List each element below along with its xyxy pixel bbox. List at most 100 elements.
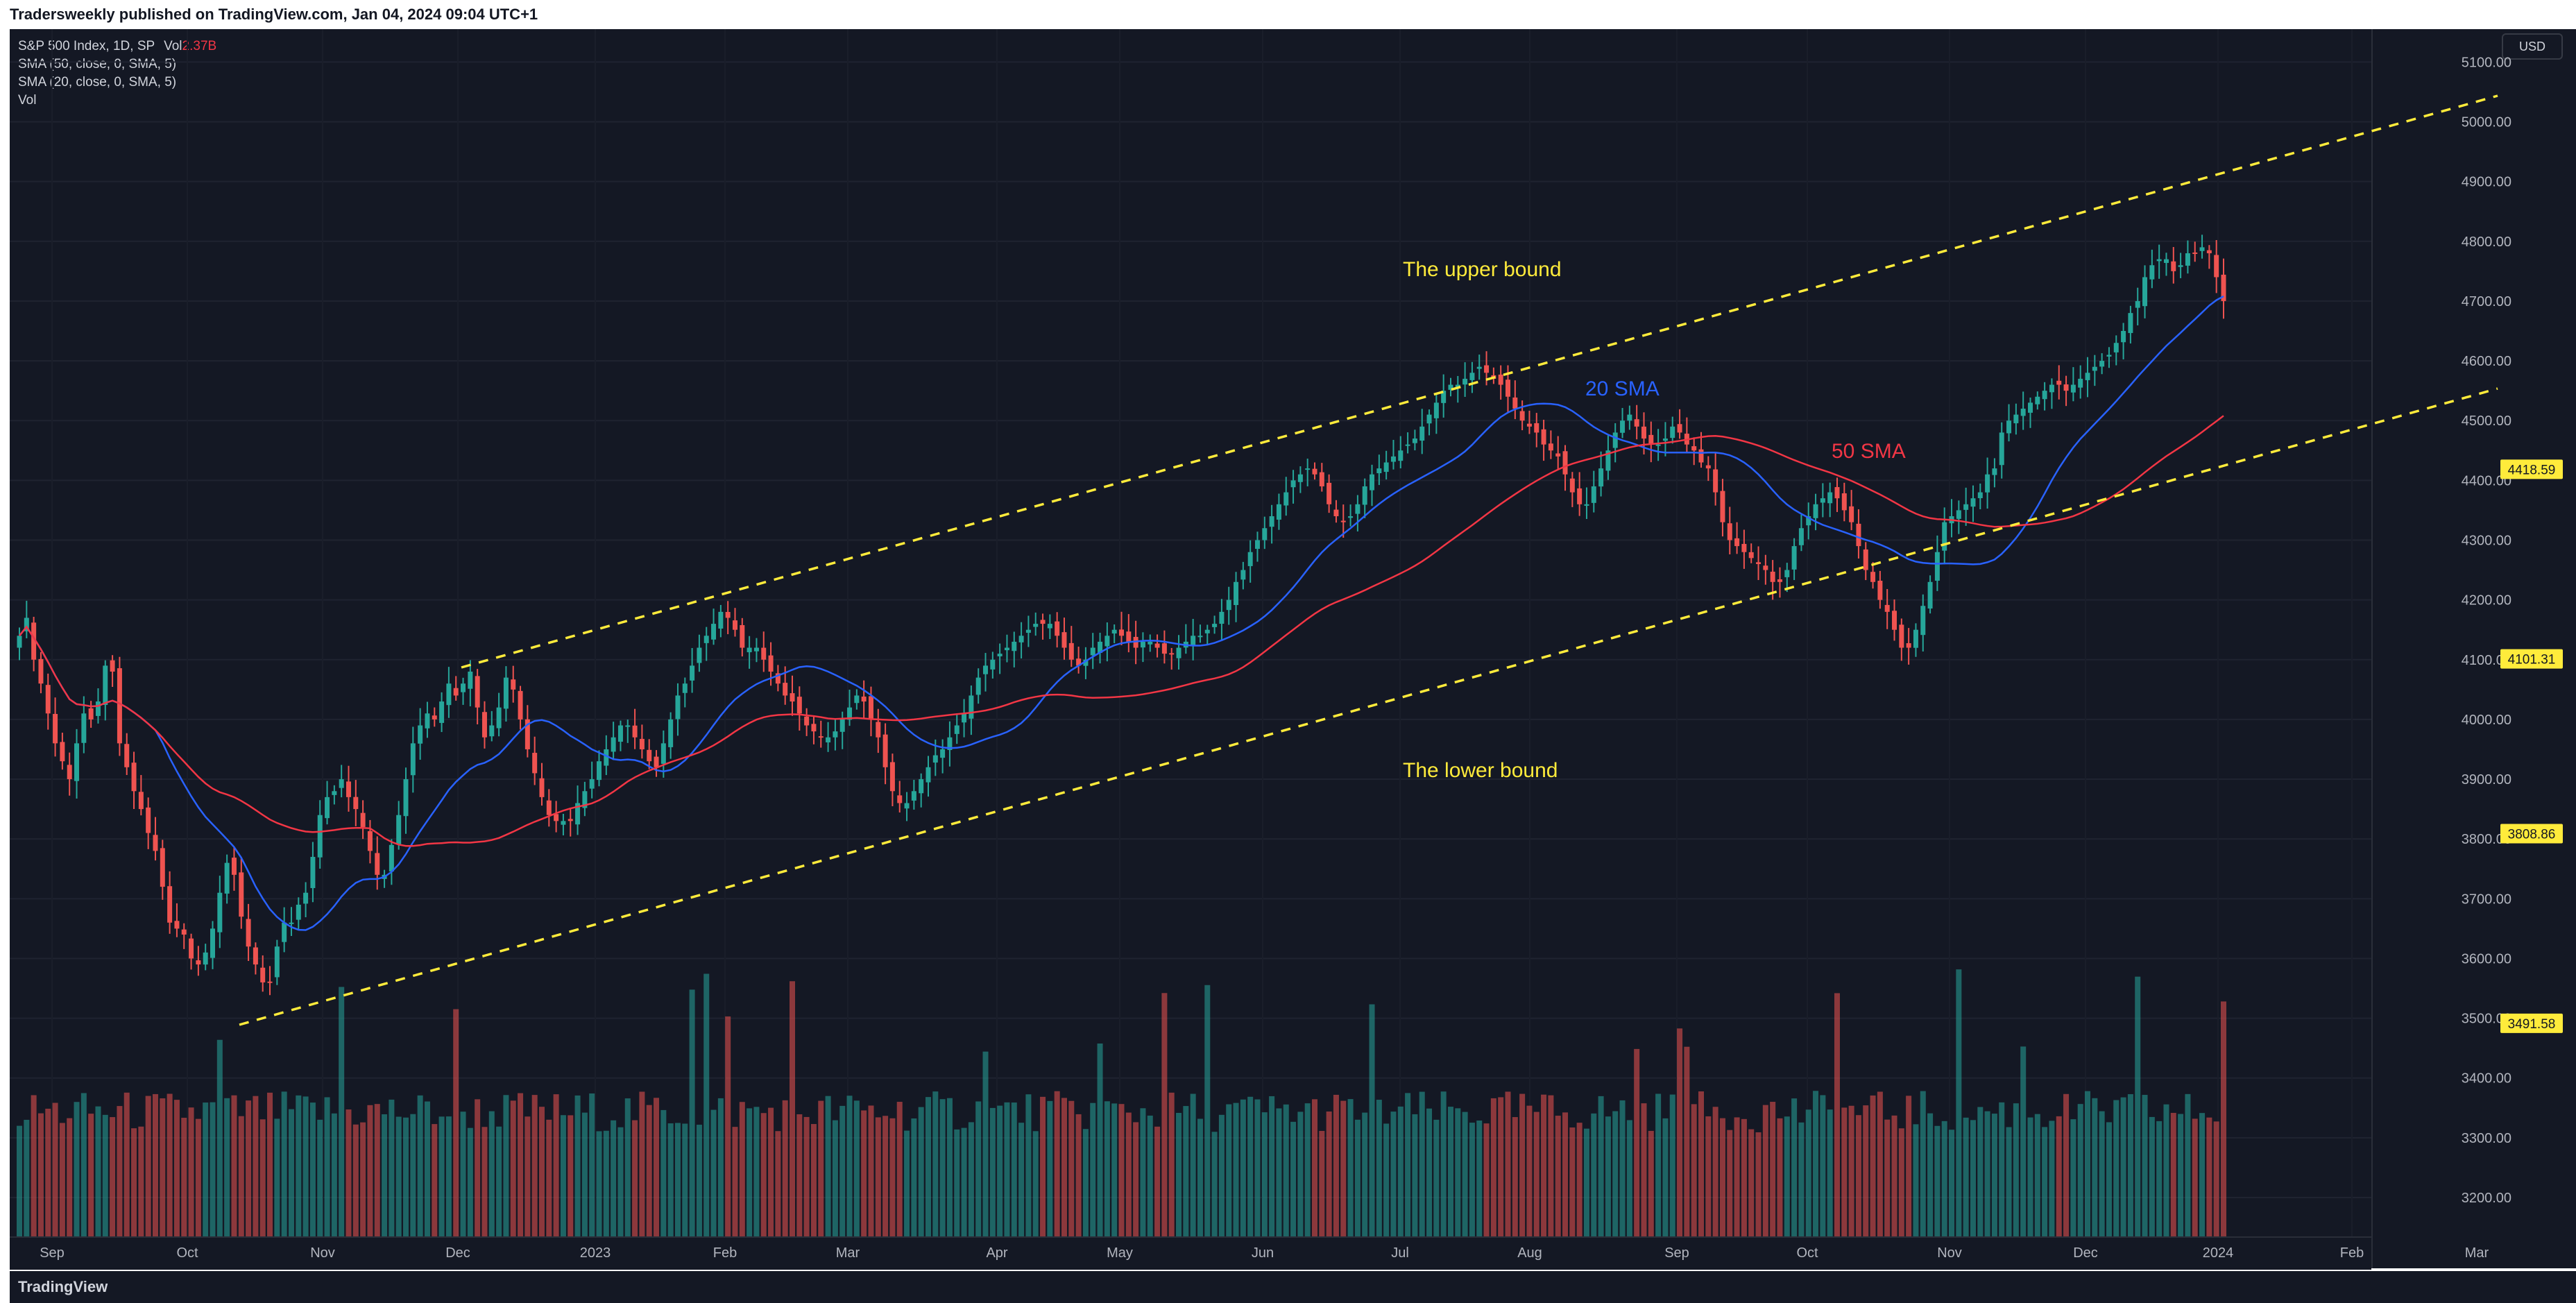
candle-body xyxy=(1620,420,1626,433)
volume-bar xyxy=(911,1118,917,1236)
candle-body xyxy=(1419,426,1425,441)
candle-body xyxy=(546,800,552,815)
volume-bar xyxy=(1211,1132,1218,1236)
volume-bar xyxy=(274,1118,280,1236)
volume-bar xyxy=(2206,1117,2212,1236)
candle-body xyxy=(524,719,530,749)
volume-bar xyxy=(1047,1100,1053,1236)
volume-bar xyxy=(1204,985,1211,1236)
candle-body xyxy=(932,755,938,763)
candle-body xyxy=(31,622,37,660)
candle-body xyxy=(81,713,87,743)
candle-body xyxy=(1655,444,1661,446)
volume-bar xyxy=(253,1096,259,1236)
candle-body xyxy=(660,743,666,764)
candle-body xyxy=(167,886,173,923)
currency-badge[interactable]: USD xyxy=(2502,33,2563,60)
x-tick-label: Jul xyxy=(1391,1245,1409,1261)
candle-body xyxy=(1104,636,1110,647)
volume-bar xyxy=(123,1092,130,1236)
candle-body xyxy=(1970,498,1976,507)
y-tick-label: 4000.00 xyxy=(2462,713,2511,728)
volume-bar xyxy=(195,1118,201,1236)
candle-body xyxy=(1863,549,1868,570)
candle-body xyxy=(1734,538,1740,547)
volume-bar xyxy=(1426,1108,1433,1236)
candle-body xyxy=(367,831,373,851)
volume-bar xyxy=(1619,1100,1626,1236)
volume-bar xyxy=(1719,1118,1725,1236)
price-axis[interactable] xyxy=(2371,29,2576,1268)
candle-body xyxy=(2042,391,2047,400)
volume-bar xyxy=(1247,1096,1254,1236)
chart-panel[interactable] xyxy=(10,29,2371,1268)
candle-body xyxy=(74,743,80,781)
volume-bar xyxy=(882,1116,889,1236)
candle-body xyxy=(1390,456,1396,462)
volume-bar xyxy=(674,1123,681,1236)
volume-bar xyxy=(1040,1096,1046,1236)
volume-bar xyxy=(1412,1114,1418,1236)
volume-bar xyxy=(2056,1116,2062,1236)
volume-bar xyxy=(1884,1119,1891,1236)
publish-line: Tradersweekly published on TradingView.c… xyxy=(10,6,538,23)
candle-body xyxy=(2149,265,2155,280)
candle-body xyxy=(1977,492,1983,498)
volume-bar xyxy=(810,1124,817,1236)
candle-body xyxy=(2221,274,2226,301)
volume-bar xyxy=(1240,1099,1246,1236)
volume-bar xyxy=(1791,1098,1798,1236)
candle-body xyxy=(1505,380,1511,397)
volume-bar xyxy=(1061,1098,1067,1236)
candle-body xyxy=(2214,255,2219,278)
volume-bar xyxy=(2020,1046,2027,1236)
y-tick-label: 4200.00 xyxy=(2462,593,2511,608)
candle-body xyxy=(990,659,996,670)
volume-bar xyxy=(1476,1121,1483,1236)
volume-bar xyxy=(1383,1123,1390,1236)
candle-body xyxy=(2006,420,2012,434)
volume-bar xyxy=(1734,1117,1740,1236)
volume-bar xyxy=(1469,1123,1475,1236)
x-tick-label: Apr xyxy=(986,1245,1007,1261)
volume-bar xyxy=(846,1096,853,1236)
volume-bar xyxy=(546,1119,552,1236)
x-tick-label: Sep xyxy=(1664,1245,1689,1261)
volume-bar xyxy=(1104,1101,1110,1236)
volume-bar xyxy=(1762,1105,1768,1236)
x-tick-label: Feb xyxy=(2340,1245,2364,1261)
candle-body xyxy=(868,696,873,719)
candle-body xyxy=(1176,647,1182,658)
candle-body xyxy=(253,947,258,965)
candle-body xyxy=(1763,565,1768,570)
candle-body xyxy=(1498,374,1503,385)
candle-body xyxy=(174,921,180,929)
candle-body xyxy=(1519,411,1525,421)
volume-bar xyxy=(324,1097,330,1236)
volume-bar xyxy=(1741,1118,1747,1236)
x-tick-label: May xyxy=(1107,1245,1133,1261)
time-axis[interactable] xyxy=(10,1236,2371,1270)
volume-bar xyxy=(2034,1114,2040,1236)
candle-body xyxy=(876,722,881,738)
candle-body xyxy=(131,763,137,792)
volume-bar xyxy=(1082,1129,1089,1236)
volume-bar xyxy=(732,1127,738,1236)
candle-body xyxy=(1119,629,1124,636)
volume-bar xyxy=(1168,1092,1175,1236)
volume-bar xyxy=(346,1109,352,1236)
volume-bar xyxy=(868,1105,874,1236)
volume-bar xyxy=(1133,1122,1139,1236)
volume-bar xyxy=(553,1094,559,1236)
volume-bar xyxy=(703,973,710,1236)
candle-body xyxy=(740,624,745,648)
volume-bar xyxy=(1190,1093,1196,1236)
volume-bar xyxy=(2149,1116,2155,1236)
volume-bar xyxy=(17,1125,22,1236)
volume-bar xyxy=(1347,1099,1354,1236)
volume-bar xyxy=(360,1122,366,1236)
volume-bar xyxy=(1161,993,1168,1236)
candle-body xyxy=(1226,599,1231,611)
volume-bar xyxy=(932,1091,939,1236)
candle-body xyxy=(124,744,130,767)
